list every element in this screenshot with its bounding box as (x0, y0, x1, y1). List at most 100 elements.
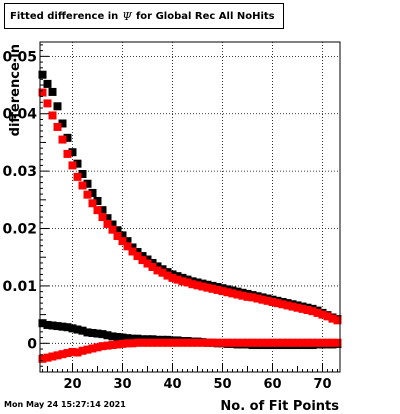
data-point-series-2 (128, 247, 137, 256)
data-point-series-2 (213, 285, 222, 294)
data-point-series-4 (153, 338, 162, 347)
data-point-series-3 (48, 321, 57, 330)
data-point-series-2 (273, 299, 282, 308)
data-point-series-2 (253, 294, 262, 303)
data-point-series-2 (103, 219, 112, 228)
data-point-series-2 (93, 206, 102, 215)
data-point-series-3 (98, 330, 107, 339)
data-point-series-4 (283, 338, 292, 347)
data-point-series-1 (78, 170, 87, 178)
data-point-series-2 (88, 199, 97, 208)
data-point-series-2 (158, 268, 167, 277)
data-point-series-2 (148, 262, 157, 271)
data-point-series-4 (333, 338, 342, 347)
data-point-series-2 (228, 289, 237, 298)
data-point-series-4 (223, 338, 232, 347)
data-point-series-1 (88, 188, 97, 197)
data-point-series-4 (278, 338, 287, 347)
data-point-series-2 (238, 291, 247, 300)
data-point-series-2 (288, 302, 297, 311)
data-point-series-3 (108, 332, 117, 341)
data-point-series-2 (318, 310, 327, 319)
data-point-series-4 (218, 338, 227, 347)
data-point-series-4 (253, 338, 262, 347)
data-point-series-2 (283, 301, 292, 310)
data-point-series-1 (123, 237, 132, 246)
data-point-series-4 (98, 342, 107, 351)
data-point-series-2 (328, 314, 337, 323)
data-point-series-4 (68, 347, 77, 356)
timestamp: Mon May 24 15:27:14 2021 (4, 400, 126, 409)
data-point-series-4 (88, 344, 97, 353)
data-point-series-3 (123, 334, 132, 343)
y-tick-label: 0 (27, 336, 37, 352)
data-point-series-1 (53, 102, 62, 111)
data-point-series-2 (133, 252, 142, 261)
data-point-series-2 (323, 312, 332, 321)
title-psi-symbol: Ψ (122, 9, 132, 23)
x-tick-label: 30 (113, 377, 131, 392)
data-point-series-2 (173, 275, 182, 284)
data-point-series-1 (148, 258, 157, 267)
data-point-series-2 (193, 281, 202, 290)
data-point-series-3 (103, 331, 112, 340)
data-point-series-3 (58, 322, 67, 331)
data-point-series-4 (233, 338, 242, 347)
chart-title: Fitted difference in Ψ for Global Rec Al… (4, 3, 284, 29)
data-point-series-3 (83, 328, 92, 337)
data-point-series-3 (38, 319, 47, 328)
data-point-series-1 (103, 214, 112, 223)
data-point-series-3 (118, 333, 127, 342)
data-point-series-4 (163, 338, 172, 347)
data-point-series-2 (63, 149, 72, 158)
axes: 20 30 40 50 60 70 0 0.01 0.02 0.03 0.04 0.05 (2, 44, 338, 392)
data-point-series-2 (293, 303, 302, 312)
data-point-series-1 (113, 226, 122, 235)
data-point-series-1 (128, 243, 137, 252)
data-point-series-1 (93, 196, 102, 205)
data-point-series-3 (88, 328, 97, 337)
data-point-series-4 (178, 338, 187, 347)
data-point-series-2 (78, 181, 87, 190)
data-point-series-4 (133, 338, 142, 347)
data-point-series-3 (73, 325, 82, 334)
data-point-series-2 (168, 273, 177, 282)
data-point-series-4 (328, 338, 337, 347)
data-point-series-2 (183, 278, 192, 287)
data-point-series-2 (303, 306, 312, 315)
data-point-series-2 (218, 287, 227, 296)
data-point-series-4 (298, 338, 307, 347)
data-point-series-4 (173, 338, 182, 347)
data-point-series-4 (118, 339, 127, 348)
data-point-series-2 (83, 190, 92, 199)
data-point-series-2 (73, 172, 82, 181)
data-point-series-4 (228, 338, 237, 347)
data-point-series-2 (313, 308, 322, 317)
y-tick-label: 0.03 (2, 164, 37, 180)
data-point-series-3 (93, 329, 102, 338)
data-point-series-4 (83, 345, 92, 354)
data-point-series-2 (258, 295, 267, 304)
data-point-series-2 (263, 296, 272, 305)
x-tick-label: 40 (163, 377, 181, 392)
x-tick-label: 20 (63, 377, 81, 392)
data-point-series-1 (48, 87, 57, 96)
data-point-series-2 (208, 284, 217, 293)
data-point-series-4 (48, 352, 57, 361)
data-point-series-4 (138, 338, 147, 347)
data-point-series-4 (288, 338, 297, 347)
data-point-series-1 (133, 248, 142, 257)
data-point-series-2 (48, 111, 57, 120)
data-point-series-2 (53, 122, 62, 131)
y-tick-label: 0.04 (2, 107, 37, 123)
data-point-series-4 (43, 353, 52, 362)
data-point-series-2 (268, 297, 277, 306)
data-point-series-2 (333, 316, 342, 325)
data-point-series-2 (308, 307, 317, 316)
data-point-series-2 (153, 266, 162, 275)
data-point-series-4 (193, 338, 202, 347)
data-point-series-4 (63, 349, 72, 358)
data-point-series-4 (123, 339, 132, 348)
data-point-series-2 (108, 225, 117, 234)
data-point-series-4 (263, 338, 272, 347)
